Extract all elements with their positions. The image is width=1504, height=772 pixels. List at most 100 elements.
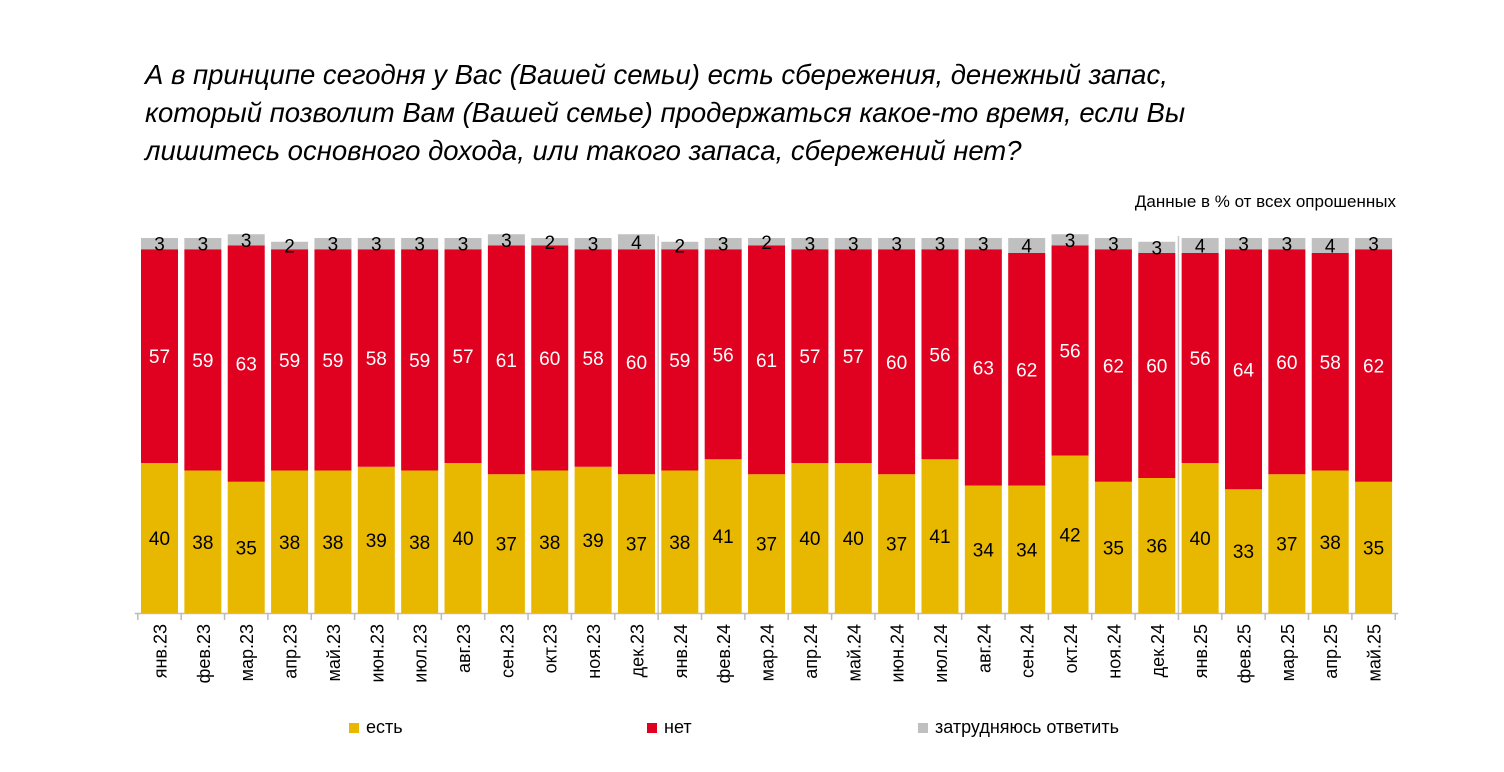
bar-segment-hard (1051, 234, 1089, 246)
x-tick-label: авг.23 (454, 624, 474, 673)
x-tick-label: фев.24 (714, 624, 734, 683)
bar-segment-hard (444, 238, 482, 250)
data-label: 64 (1233, 360, 1255, 381)
bar-segment-net (314, 249, 352, 471)
bar-segment-est (921, 459, 959, 613)
data-label: 40 (149, 529, 170, 550)
bar-segment-hard (1094, 238, 1132, 250)
bar-segment-hard (1311, 238, 1349, 253)
x-tick-label: янв.25 (1191, 624, 1211, 678)
bar-segment-est (1225, 489, 1262, 613)
data-label: 57 (149, 347, 170, 368)
bar-segment-net (878, 249, 916, 475)
legend-item-net: нет (647, 717, 692, 738)
bar-segment-net (271, 249, 309, 471)
bar-segment-est (401, 470, 439, 613)
bar-segment-est (271, 470, 309, 613)
bar-segment-hard (834, 238, 872, 250)
data-label: 38 (539, 533, 560, 554)
data-label: 3 (501, 231, 512, 252)
bar-segment-hard (531, 238, 569, 246)
data-label: 40 (843, 529, 864, 550)
data-label: 33 (1233, 542, 1254, 563)
data-label: 38 (192, 533, 213, 554)
data-label: 62 (1363, 357, 1384, 378)
data-label: 56 (929, 345, 950, 366)
bar-segment-est (704, 459, 742, 613)
x-tick-label: дек.23 (627, 624, 647, 677)
legend-label-est: есть (366, 717, 403, 737)
bar-segment-hard (748, 238, 786, 246)
data-label: 3 (328, 235, 339, 256)
bar-segment-hard (1008, 238, 1046, 253)
bar-segment-net (1268, 249, 1306, 475)
x-tick-label: окт.23 (541, 624, 561, 673)
legend-swatch-net (647, 722, 657, 733)
bar-segment-est (227, 481, 265, 613)
data-label: 4 (1021, 237, 1032, 258)
data-label: 3 (848, 235, 859, 256)
bar-segment-hard (271, 241, 309, 250)
bar-segment-est (1268, 474, 1306, 613)
data-label: 37 (886, 535, 907, 556)
data-label: 59 (409, 351, 430, 372)
bar-segment-est (444, 463, 482, 613)
data-label: 38 (669, 533, 690, 554)
bar-segment-est (314, 470, 352, 613)
bar-segment-hard (184, 238, 222, 250)
bar-segment-hard (1355, 238, 1393, 250)
bar-segment-est (487, 474, 525, 613)
data-label: 42 (1059, 525, 1080, 546)
data-label: 60 (1276, 353, 1297, 374)
bar-segment-hard (1225, 238, 1262, 250)
title-line-1: А в принципе сегодня у Вас (Вашей семьи)… (145, 59, 1168, 90)
data-label: 59 (322, 351, 343, 372)
data-label: 38 (322, 533, 343, 554)
bar-segment-hard (878, 238, 916, 250)
bar-segment-hard (401, 238, 439, 250)
data-label: 62 (1016, 360, 1037, 381)
bar-segment-net (617, 249, 655, 475)
data-label: 38 (409, 533, 430, 554)
data-label: 2 (675, 237, 686, 258)
bar-segment-est (1008, 485, 1046, 613)
bar-segment-est (1094, 481, 1132, 613)
data-label: 41 (929, 527, 950, 548)
data-label: 34 (973, 540, 995, 561)
chart-title: А в принципе сегодня у Вас (Вашей семьи)… (145, 56, 1445, 170)
bar-segment-net (1138, 253, 1176, 478)
data-label: 63 (973, 358, 994, 379)
x-tick-label: авг.24 (974, 624, 994, 673)
data-label: 38 (1320, 533, 1341, 554)
x-tick-label: мар.24 (758, 624, 778, 681)
bar-segment-hard (314, 238, 352, 250)
legend-swatch-est (349, 722, 359, 733)
bar-segment-net (1008, 253, 1046, 486)
data-label: 3 (154, 235, 165, 256)
data-label: 37 (1276, 535, 1297, 556)
x-tick-label: июл.23 (411, 624, 431, 683)
bar-segment-net (1225, 249, 1262, 490)
data-label: 3 (1368, 235, 1379, 256)
bar-segment-est (141, 463, 178, 613)
bar-segment-est (357, 466, 395, 613)
data-label: 4 (1325, 237, 1336, 258)
bar-segment-net (1181, 253, 1219, 463)
bar-segment-net (574, 249, 612, 467)
bar-segment-est (1355, 481, 1393, 613)
data-label: 3 (241, 231, 252, 252)
data-label: 63 (236, 355, 257, 376)
data-label: 56 (1190, 349, 1211, 370)
data-label: 3 (458, 235, 469, 256)
data-label: 39 (366, 531, 387, 552)
data-label: 57 (799, 347, 820, 368)
data-label: 2 (761, 233, 772, 254)
data-label: 3 (1151, 238, 1162, 259)
x-tick-label: дек.24 (1148, 624, 1168, 677)
data-label: 58 (583, 349, 604, 370)
data-label: 3 (1065, 231, 1076, 252)
bar-segment-net (487, 245, 525, 475)
data-label: 59 (279, 351, 300, 372)
bar-segment-hard (141, 238, 178, 250)
